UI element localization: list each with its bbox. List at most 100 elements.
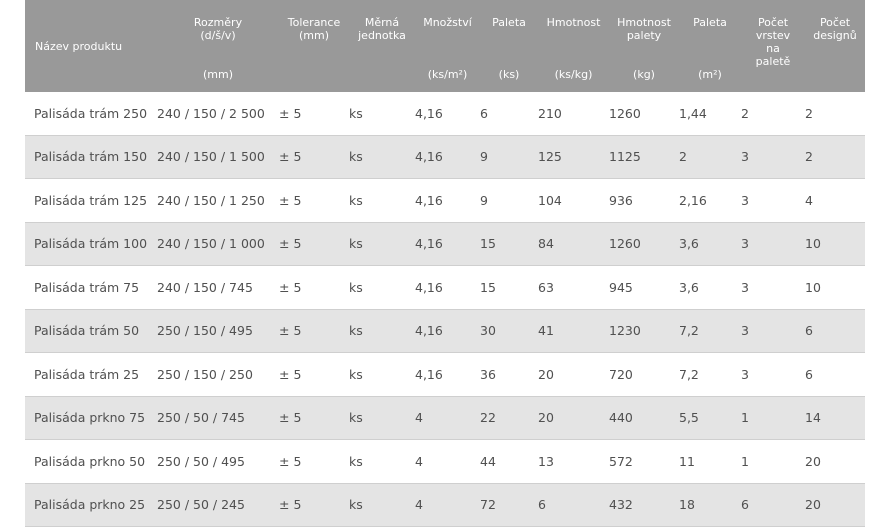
table-cell: 250 / 50 / 745 bbox=[157, 396, 279, 440]
table-cell: ks bbox=[349, 265, 415, 310]
column-header: Počet vrstev na paletě bbox=[741, 0, 805, 92]
table-cell: 6 bbox=[538, 483, 609, 527]
table-cell: 6 bbox=[741, 483, 805, 527]
table-cell: 7,2 bbox=[679, 309, 741, 353]
column-header: Paleta (m²) bbox=[679, 0, 741, 92]
table-cell: 3 bbox=[741, 265, 805, 310]
table-cell: 4,16 bbox=[415, 92, 480, 136]
table-cell: Palisáda prkno 75 bbox=[25, 396, 157, 440]
column-header-label: Počet vrstev na paletě bbox=[755, 16, 791, 68]
table-cell: 10 bbox=[805, 265, 865, 310]
table-cell: 1260 bbox=[609, 222, 679, 266]
table-cell: 3 bbox=[741, 178, 805, 223]
table-cell: 936 bbox=[609, 178, 679, 223]
table-cell: ks bbox=[349, 178, 415, 223]
table-cell: 18 bbox=[679, 483, 741, 527]
table-cell: 4 bbox=[415, 439, 480, 484]
table-cell: 240 / 150 / 1 500 bbox=[157, 135, 279, 179]
table-cell: 72 bbox=[480, 483, 538, 527]
table-row: Palisáda trám 250 240 / 150 / 2 500 ± 5 ks 4… bbox=[25, 92, 865, 136]
table-cell: 2 bbox=[805, 135, 865, 179]
table-cell: 20 bbox=[805, 439, 865, 484]
table-body: Palisáda trám 250 240 / 150 / 2 500 ± 5 ks 4… bbox=[25, 92, 865, 527]
column-header: Paleta (ks) bbox=[480, 0, 538, 92]
table-cell: 10 bbox=[805, 222, 865, 266]
table-cell: 4,16 bbox=[415, 222, 480, 266]
table-cell: 41 bbox=[538, 309, 609, 353]
table-cell: 20 bbox=[805, 483, 865, 527]
table-cell: 240 / 150 / 1 250 bbox=[157, 178, 279, 223]
table-cell: 11 bbox=[679, 439, 741, 484]
table-cell: 240 / 150 / 2 500 bbox=[157, 92, 279, 136]
column-header-label: Paleta bbox=[492, 16, 526, 29]
table-cell: 4,16 bbox=[415, 178, 480, 223]
table-cell: 44 bbox=[480, 439, 538, 484]
table-cell: ks bbox=[349, 439, 415, 484]
table-cell: 104 bbox=[538, 178, 609, 223]
table-cell: 36 bbox=[480, 352, 538, 397]
table-cell: 250 / 50 / 495 bbox=[157, 439, 279, 484]
table-cell: 250 / 50 / 245 bbox=[157, 483, 279, 527]
table-cell: 6 bbox=[805, 309, 865, 353]
table-cell: ks bbox=[349, 92, 415, 136]
table-cell: 6 bbox=[805, 352, 865, 397]
table-cell: 2 bbox=[741, 92, 805, 136]
table-cell: 440 bbox=[609, 396, 679, 440]
column-header: Rozměry (d/š/v) (mm) bbox=[157, 0, 279, 92]
table-cell: 13 bbox=[538, 439, 609, 484]
table-cell: 1 bbox=[741, 439, 805, 484]
table-cell: 432 bbox=[609, 483, 679, 527]
column-header-unit: (ks/m²) bbox=[427, 68, 468, 81]
table-cell: ks bbox=[349, 396, 415, 440]
table-cell: 572 bbox=[609, 439, 679, 484]
column-header-label: Počet designů bbox=[813, 16, 857, 42]
table-cell: Palisáda trám 150 bbox=[25, 135, 157, 179]
table-cell: 210 bbox=[538, 92, 609, 136]
table-cell: 15 bbox=[480, 222, 538, 266]
table-cell: 4,16 bbox=[415, 265, 480, 310]
table-cell: 22 bbox=[480, 396, 538, 440]
table-cell: ks bbox=[349, 222, 415, 266]
table-cell: ± 5 bbox=[279, 178, 349, 223]
table-cell: 1230 bbox=[609, 309, 679, 353]
table-row: Palisáda trám 75 240 / 150 / 745 ± 5 ks 4,16… bbox=[25, 265, 865, 310]
table-cell: ± 5 bbox=[279, 222, 349, 266]
table-cell: 1125 bbox=[609, 135, 679, 179]
table-cell: 4,16 bbox=[415, 135, 480, 179]
table-cell: 84 bbox=[538, 222, 609, 266]
table-cell: Palisáda trám 75 bbox=[25, 265, 157, 310]
table-cell: 7,2 bbox=[679, 352, 741, 397]
column-header-label: Název produktu bbox=[35, 40, 123, 53]
table-header: Název produktu Rozměry (d/š/v) (mm) Toleranc… bbox=[25, 0, 865, 92]
table-cell: ± 5 bbox=[279, 439, 349, 484]
column-header-label: Měrná jednotka bbox=[358, 16, 406, 42]
column-header-unit: (ks/kg) bbox=[554, 68, 593, 81]
table-cell: Palisáda prkno 25 bbox=[25, 483, 157, 527]
table-cell: ± 5 bbox=[279, 352, 349, 397]
table-cell: 30 bbox=[480, 309, 538, 353]
table-cell: 1 bbox=[741, 396, 805, 440]
table-row: Palisáda trám 150 240 / 150 / 1 500 ± 5 ks 4… bbox=[25, 135, 865, 179]
table-cell: 5,5 bbox=[679, 396, 741, 440]
table-cell: 3 bbox=[741, 222, 805, 266]
table-cell: ± 5 bbox=[279, 265, 349, 310]
table-cell: ± 5 bbox=[279, 92, 349, 136]
column-header: Množství (ks/m²) bbox=[415, 0, 480, 92]
column-header-label: Množství bbox=[423, 16, 472, 29]
column-header-unit: (ks) bbox=[498, 68, 520, 81]
table-cell: ± 5 bbox=[279, 309, 349, 353]
header-row: Název produktu Rozměry (d/š/v) (mm) Toleranc… bbox=[25, 0, 865, 92]
column-header-unit: (kg) bbox=[633, 68, 655, 81]
table-cell: 4 bbox=[415, 396, 480, 440]
column-header-label: Paleta bbox=[693, 16, 727, 29]
table-row: Palisáda prkno 50 250 / 50 / 495 ± 5 ks 4 44 1… bbox=[25, 439, 865, 484]
table-cell: 2 bbox=[805, 92, 865, 136]
table-cell: 20 bbox=[538, 352, 609, 397]
table-cell: 9 bbox=[480, 135, 538, 179]
column-header: Název produktu bbox=[25, 0, 157, 92]
column-header-unit: (m²) bbox=[698, 68, 722, 81]
column-header-label: Hmotnost palety bbox=[617, 16, 671, 42]
table-cell: ± 5 bbox=[279, 483, 349, 527]
table-cell: 250 / 150 / 495 bbox=[157, 309, 279, 353]
column-header-label: Tolerance (mm) bbox=[287, 16, 341, 42]
